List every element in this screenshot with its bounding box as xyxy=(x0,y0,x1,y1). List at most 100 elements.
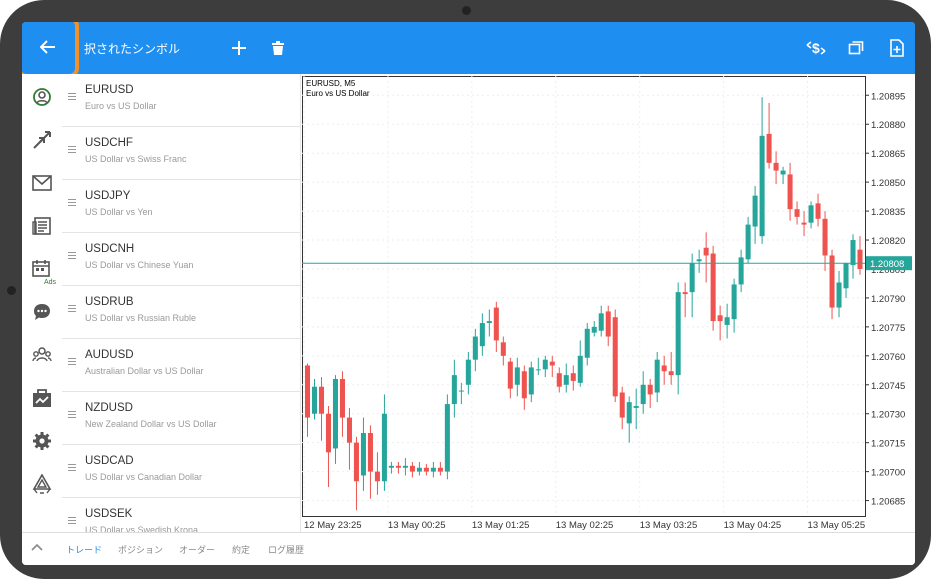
candle-body xyxy=(766,133,772,163)
tab-deals[interactable]: 約定 xyxy=(232,545,251,555)
tab-positions[interactable]: ポジション xyxy=(118,545,164,555)
y-tick-label: 1.20850 xyxy=(871,178,905,189)
drag-handle-icon[interactable] xyxy=(68,197,76,208)
candle-body xyxy=(745,224,751,260)
symbol-description: New Zealand Dollar vs US Dollar xyxy=(85,419,217,429)
candle-body xyxy=(339,378,345,418)
chat-icon[interactable] xyxy=(29,299,55,325)
y-tick-label: 1.20700 xyxy=(871,468,905,479)
candle-body xyxy=(318,386,325,414)
candle-body xyxy=(388,465,394,468)
drag-handle-icon[interactable] xyxy=(68,250,76,261)
symbol-row[interactable]: USDJPY US Dollar vs Yen xyxy=(62,180,300,233)
windows-icon[interactable] xyxy=(844,36,868,60)
x-tick-label: 13 May 00:25 xyxy=(388,520,446,531)
mail-icon[interactable] xyxy=(29,170,55,196)
symbol-row[interactable]: USDCNH US Dollar vs Chinese Yuan xyxy=(62,233,300,286)
back-button[interactable] xyxy=(25,24,71,70)
candle-body xyxy=(780,170,786,175)
symbol-row[interactable]: USDCAD US Dollar vs Canadian Dollar xyxy=(62,445,300,498)
side-button-icon xyxy=(7,286,16,295)
y-tick-label: 1.20760 xyxy=(871,352,905,363)
plus-icon[interactable] xyxy=(227,36,251,60)
symbol-description: US Dollar vs Swedish Krona xyxy=(85,525,199,535)
candle-body xyxy=(451,375,457,405)
candle-body xyxy=(395,465,401,468)
symbol-row[interactable]: EURUSD Euro vs US Dollar xyxy=(62,74,300,127)
y-tick-label: 1.20865 xyxy=(871,149,905,160)
add-file-icon[interactable] xyxy=(885,36,909,60)
candle-body xyxy=(360,433,366,476)
y-tick-label: 1.20745 xyxy=(871,381,905,392)
plot-frame xyxy=(302,76,866,517)
symbol-row[interactable]: USDCHF US Dollar vs Swiss Franc xyxy=(62,127,300,180)
drag-handle-icon[interactable] xyxy=(68,409,76,420)
x-tick-label: 13 May 01:25 xyxy=(472,520,530,531)
tab-trade[interactable]: トレード xyxy=(66,545,103,555)
candle-body xyxy=(843,263,849,289)
candle-body xyxy=(626,402,632,424)
candle-body xyxy=(332,378,338,449)
symbol-description: Australian Dollar vs US Dollar xyxy=(85,366,204,376)
symbol-name: USDCNH xyxy=(85,243,135,255)
page-title: 択されたシンボル xyxy=(84,42,181,56)
candle-body xyxy=(640,384,646,405)
candle-body xyxy=(535,369,541,371)
news-icon[interactable] xyxy=(29,213,55,239)
candle-body xyxy=(647,384,653,395)
chevron-up-icon[interactable] xyxy=(31,542,43,552)
trash-icon[interactable] xyxy=(266,36,290,60)
candle-body xyxy=(353,442,359,482)
logo-icon[interactable] xyxy=(29,471,55,497)
candle-body xyxy=(752,195,758,227)
drag-handle-icon[interactable] xyxy=(68,91,76,102)
briefcase-icon[interactable] xyxy=(29,385,55,411)
drag-handle-icon[interactable] xyxy=(68,462,76,473)
symbol-name: NZDUSD xyxy=(85,402,133,414)
symbol-description: US Dollar vs Swiss Franc xyxy=(85,154,187,164)
symbol-name: USDSEK xyxy=(85,508,133,520)
drag-handle-icon[interactable] xyxy=(68,144,76,155)
candle-body xyxy=(794,209,800,217)
community-icon[interactable] xyxy=(29,342,55,368)
y-tick-label: 1.20790 xyxy=(871,294,905,305)
candle-body xyxy=(710,253,716,322)
drag-handle-icon[interactable] xyxy=(68,356,76,367)
settings-icon[interactable] xyxy=(29,428,55,454)
tab-orders[interactable]: オーダー xyxy=(179,545,216,555)
candle-body xyxy=(731,284,737,320)
chart-arrows-icon[interactable] xyxy=(29,127,55,153)
candle-body xyxy=(801,222,807,225)
candle-body xyxy=(479,323,485,347)
candle-body xyxy=(584,328,590,358)
candle-body xyxy=(542,359,548,370)
candle-body xyxy=(304,365,311,418)
y-tick-label: 1.20775 xyxy=(871,323,905,334)
tab-history[interactable]: ログ履歴 xyxy=(268,545,305,555)
candle-body xyxy=(857,249,863,269)
candle-body xyxy=(563,375,569,385)
candle-body xyxy=(325,413,331,453)
candle-body xyxy=(507,361,513,389)
symbol-row[interactable]: AUDUSD Australian Dollar vs US Dollar xyxy=(62,339,300,392)
y-tick-label: 1.20820 xyxy=(871,236,905,247)
candle-body xyxy=(759,135,765,237)
app-screen: 択されたシンボル $ xyxy=(22,22,915,565)
candle-body xyxy=(500,342,506,356)
candle-body xyxy=(850,240,856,266)
candle-body xyxy=(619,392,625,418)
symbol-name: EURUSD xyxy=(85,84,134,96)
candle-body xyxy=(486,321,492,324)
symbol-row[interactable]: USDRUB US Dollar vs Russian Ruble xyxy=(62,286,300,339)
drag-handle-icon[interactable] xyxy=(68,515,76,526)
quotes-icon[interactable] xyxy=(29,84,55,110)
price-chart[interactable]: 1.20895 1.20880 1.20865 1.20850 1.20835 1.208… xyxy=(302,76,915,532)
candle-body xyxy=(458,390,464,392)
calendar-icon[interactable] xyxy=(29,256,55,282)
candle-body xyxy=(346,417,352,443)
symbol-row[interactable]: NZDUSD New Zealand Dollar vs US Dollar xyxy=(62,392,300,445)
y-tick-label: 1.20895 xyxy=(871,91,905,102)
candle-body xyxy=(836,282,842,308)
dollar-swap-icon[interactable]: $ xyxy=(804,36,828,60)
drag-handle-icon[interactable] xyxy=(68,303,76,314)
